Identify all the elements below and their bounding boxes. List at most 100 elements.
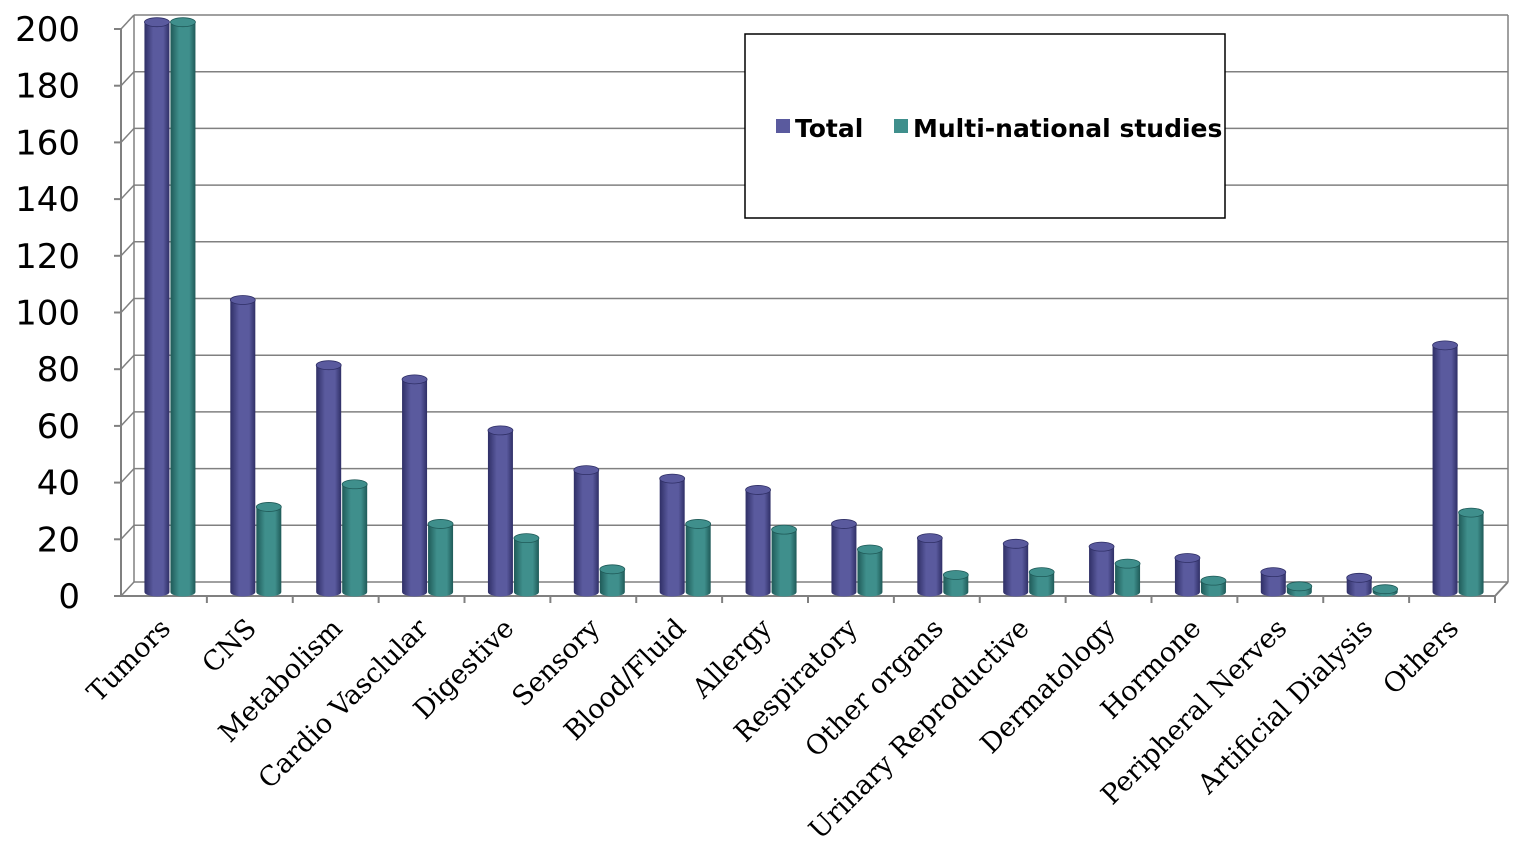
y-tick-labels: 0 20 40 60 80 100 120 140 160 180 200 [15,10,80,617]
bar-cap [341,479,368,490]
bar-body [831,519,857,597]
bar-body [402,374,428,597]
bar-multi-national-studies-blood-fluid [685,519,712,597]
bar-body [487,425,513,597]
bar-body [316,360,342,597]
bar-cap [1002,538,1029,549]
legend-box [744,33,1226,219]
bar-total-urinary-reproductive [1002,538,1029,597]
bar-body [144,17,170,597]
bar-multi-national-studies-respiratory [857,544,883,597]
bar-total-blood-fluid [659,473,686,597]
bar-cap [1286,581,1313,592]
bar-body [857,544,883,597]
bar-cap [1432,340,1458,351]
bar-total-allergy [745,485,771,597]
x-tick-label-tumors: Tumors [81,613,176,708]
y-tick-label: 60 [37,407,80,447]
bar-cap [255,502,282,512]
gridline-diag [120,71,135,87]
bar-total-cardio-vasclular [401,374,428,597]
bar-cap [1088,541,1115,552]
bar-multi-national-studies-tumors [170,17,196,597]
bar-body [745,485,771,597]
gridline-diag [120,184,135,200]
bar-cap [685,519,712,529]
bar-multi-national-studies-cardio-vasclular [427,519,454,597]
gridline-diag [120,297,135,314]
y-tick-label: 0 [58,577,80,617]
bar-body [771,525,797,597]
bar-body [573,465,599,597]
bar-cap [487,425,514,436]
bar-body [1115,559,1141,597]
bar-multi-national-studies-metabolism [341,479,368,597]
y-tick-label: 20 [37,520,80,560]
bar-body [342,479,368,597]
bar-multi-national-studies-urinary-reproductive [1028,567,1055,597]
bar-multi-national-studies-sensory [599,564,626,597]
bar-cap [942,570,969,580]
bar-cap [1200,575,1227,586]
bar-body [917,533,943,597]
y-tick-label: 140 [15,180,80,220]
bar-cap [1114,558,1141,569]
bar-total-cns [229,295,256,597]
bar-cap [315,360,342,371]
x-axis-depth [1494,581,1509,597]
bar-cap [401,374,428,385]
bar-cap [771,524,797,535]
bar-cap [1346,572,1373,583]
bar-total-hormone [1174,553,1201,597]
bar-total-sensory [573,465,600,597]
bar-body [1089,542,1115,597]
gridline-diag [120,581,135,597]
bar-multi-national-studies-peripheral-nerves [1286,581,1313,597]
bar-cap [599,564,626,575]
bar-cap [659,473,686,484]
bar-body [1458,508,1484,597]
bar-cap [1028,567,1055,578]
bar-cap [229,295,256,305]
x-tick-label-cns: CNS [196,613,262,679]
bar-cap [1458,507,1484,518]
bar-body [659,474,685,597]
bar-body [170,17,196,597]
bar-total-artificial-dialysis [1346,572,1373,597]
bar-total-tumors [144,17,170,597]
bar-multi-national-studies-other-organs [942,570,969,597]
bar-body [685,519,711,597]
gridline-diag [120,127,135,143]
bar-cap [427,519,454,529]
gridline-diag [120,354,135,370]
bar-multi-national-studies-allergy [771,524,797,597]
bar-cap [144,17,170,28]
legend-label-total: Total [795,114,863,143]
bar-cap [857,544,883,555]
bar-body [1432,340,1458,597]
bar-cap [745,485,771,495]
bar-multi-national-studies-digestive [513,533,540,597]
bar-cap [1260,567,1287,578]
y-tick-label: 40 [37,464,80,504]
gridline-diag [120,524,135,540]
legend-swatch-multi-national-studies [894,119,908,133]
gridline-diag [120,241,135,257]
bar-body [230,295,256,597]
y-tick-label: 80 [37,350,80,390]
bar-body [256,502,282,597]
bar-multi-national-studies-hormone [1200,575,1227,597]
bar-cap [831,519,857,529]
legend-swatch-total [776,119,790,133]
y-tick-label: 120 [15,237,80,277]
bars [144,17,1484,597]
bar-multi-national-studies-cns [255,502,282,597]
bar-multi-national-studies-dermatology [1114,558,1141,597]
bar-body [428,519,454,597]
y-tick-label: 160 [15,123,80,163]
y-tick-label: 200 [15,10,80,50]
bar-total-digestive [487,425,514,597]
bar-body [1174,553,1200,597]
legend: Total Multi-national studies [744,33,1226,219]
